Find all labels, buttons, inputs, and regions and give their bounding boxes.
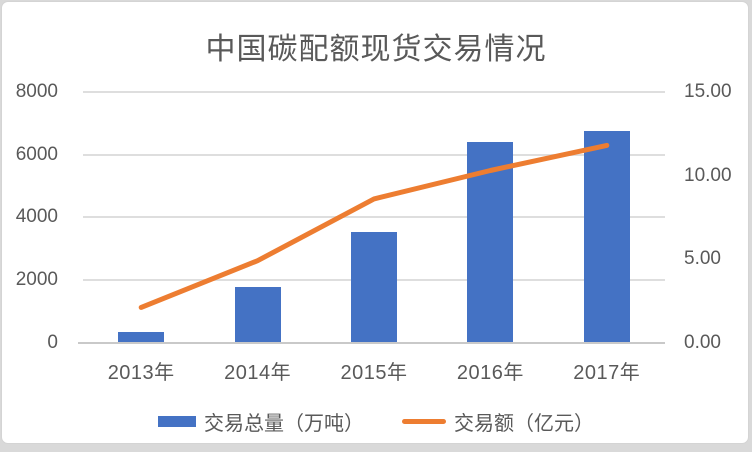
x-axis-label-2016年: 2016年 (456, 362, 524, 384)
bar-2017年[interactable] (583, 130, 630, 343)
y-axis-tick-left: 8000 (15, 81, 58, 102)
bar-2013年[interactable] (118, 332, 165, 343)
x-axis-label-2013年: 2013年 (107, 362, 175, 384)
y-axis-tick-left: 4000 (15, 206, 58, 228)
y-axis-tick-left: 2000 (15, 268, 58, 290)
y-axis-tick-left: 0 (47, 331, 58, 353)
legend-label-volume: 交易总量（万吨） (204, 413, 364, 435)
x-axis-label-2014年: 2014年 (224, 362, 292, 384)
y-axis-tick-right: 10.00 (684, 164, 732, 186)
bar-series-swatch-icon (158, 416, 196, 427)
legend-item-amount[interactable]: 交易额（亿元） (402, 407, 594, 436)
gridline (83, 91, 665, 93)
x-axis-label-2015年: 2015年 (340, 362, 408, 384)
chart-title: 中国碳配额现货交易情况 (205, 33, 547, 66)
y-axis-tick-right: 15.00 (684, 81, 732, 102)
bar-2014年[interactable] (234, 286, 281, 343)
y-axis-tick-right: 0.00 (684, 331, 721, 353)
x-axis-line (78, 341, 665, 344)
legend-label-amount: 交易额（亿元） (454, 413, 594, 435)
gridline (83, 216, 665, 219)
x-axis-label-2017年: 2017年 (573, 362, 641, 384)
y-axis-tick-right: 5.00 (684, 248, 721, 269)
gridline (83, 153, 665, 156)
bar-2016年[interactable] (467, 142, 514, 343)
y-axis-tick-left: 6000 (15, 143, 58, 165)
bar-2015年[interactable] (351, 232, 397, 343)
line-series-swatch-icon (402, 419, 446, 424)
legend-item-volume[interactable]: 交易总量（万吨） (158, 407, 364, 436)
legend: 交易总量（万吨） 交易额（亿元） (0, 407, 752, 436)
